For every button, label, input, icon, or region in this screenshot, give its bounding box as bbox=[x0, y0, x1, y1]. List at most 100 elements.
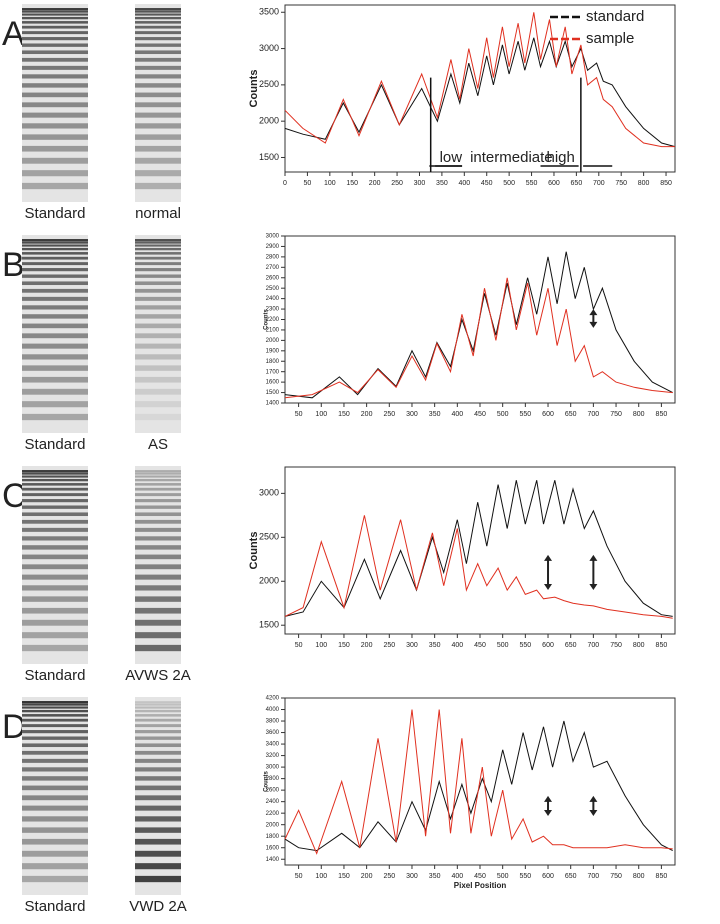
gel-band bbox=[135, 145, 181, 152]
gel-band bbox=[22, 182, 88, 190]
arrow-head bbox=[589, 309, 598, 316]
gel-band bbox=[22, 8, 88, 11]
gel-band bbox=[135, 388, 181, 395]
gel-band bbox=[135, 268, 181, 272]
series-line bbox=[284, 251, 673, 399]
y-tick-label: 2800 bbox=[266, 776, 280, 782]
x-tick-label: 450 bbox=[481, 180, 493, 187]
y-tick-label: 1500 bbox=[266, 390, 280, 396]
x-tick-label: 400 bbox=[451, 873, 463, 880]
y-tick-label: 2900 bbox=[266, 244, 280, 250]
x-tick-label: 500 bbox=[497, 873, 509, 880]
gel-band bbox=[22, 475, 88, 478]
gel-band bbox=[135, 554, 181, 560]
gel-band bbox=[135, 767, 181, 772]
x-tick-label: 450 bbox=[474, 411, 486, 418]
x-tick-label: 0 bbox=[283, 180, 287, 187]
x-tick-label: 200 bbox=[369, 180, 381, 187]
gel-band bbox=[22, 314, 88, 319]
y-tick-label: 3000 bbox=[266, 765, 280, 771]
gel-band bbox=[22, 333, 88, 339]
gel-band bbox=[135, 776, 181, 781]
gel-band bbox=[135, 244, 181, 247]
gel-band bbox=[22, 323, 88, 329]
arrow-head bbox=[589, 554, 598, 561]
gel-band bbox=[22, 157, 88, 164]
gel-band bbox=[22, 470, 88, 473]
gel-band bbox=[135, 730, 181, 734]
gel-band bbox=[135, 323, 181, 329]
gel-band bbox=[22, 703, 88, 706]
gel-band bbox=[135, 607, 181, 614]
gel-band bbox=[22, 241, 88, 244]
gel-band bbox=[135, 31, 181, 35]
x-tick-label: 650 bbox=[571, 180, 583, 187]
x-axis-label: Pixel Position bbox=[454, 881, 507, 890]
gel-band bbox=[135, 709, 181, 713]
gel-band bbox=[22, 607, 88, 614]
gel-band bbox=[135, 16, 181, 20]
y-tick-label: 3800 bbox=[266, 719, 280, 725]
y-tick-label: 2300 bbox=[266, 307, 280, 313]
series-line bbox=[284, 277, 673, 399]
x-tick-label: 450 bbox=[474, 642, 486, 649]
region-label: low bbox=[440, 149, 463, 166]
gel-band bbox=[22, 750, 88, 755]
y-axis-label: Counts bbox=[264, 771, 270, 792]
panel-letter: A bbox=[2, 15, 25, 53]
gel-band bbox=[22, 619, 88, 626]
gel-band bbox=[22, 365, 88, 371]
gel-band bbox=[135, 314, 181, 319]
x-tick-label: 800 bbox=[638, 180, 650, 187]
x-tick-label: 800 bbox=[633, 873, 645, 880]
x-tick-label: 250 bbox=[391, 180, 403, 187]
x-tick-label: 700 bbox=[593, 180, 605, 187]
x-tick-label: 50 bbox=[295, 411, 303, 418]
gel-band bbox=[135, 13, 181, 16]
gel-band bbox=[135, 701, 181, 703]
gel-band bbox=[135, 724, 181, 728]
x-tick-label: 250 bbox=[383, 873, 395, 880]
gel-band bbox=[135, 701, 181, 704]
y-tick-label: 2500 bbox=[266, 286, 280, 292]
x-tick-label: 150 bbox=[346, 180, 358, 187]
gel-band bbox=[135, 333, 181, 339]
arrow-head bbox=[589, 584, 598, 591]
gel-band bbox=[22, 25, 88, 29]
x-tick-label: 250 bbox=[383, 642, 395, 649]
gel-band bbox=[135, 805, 181, 811]
gel-band bbox=[22, 706, 88, 709]
gel-band bbox=[22, 244, 88, 247]
series-line bbox=[284, 480, 673, 617]
series-line bbox=[284, 37, 676, 148]
x-tick-label: 550 bbox=[520, 642, 532, 649]
gel-band bbox=[22, 92, 88, 98]
y-tick-label: 1400 bbox=[266, 401, 280, 407]
x-tick-label: 150 bbox=[338, 642, 350, 649]
x-tick-label: 500 bbox=[497, 411, 509, 418]
y-tick-label: 2500 bbox=[259, 532, 279, 542]
lane-label: Standard bbox=[25, 667, 86, 684]
gel-band bbox=[22, 252, 88, 255]
lane-label: normal bbox=[135, 205, 181, 222]
y-tick-label: 1800 bbox=[266, 359, 280, 365]
gel-band bbox=[22, 354, 88, 360]
gel-band bbox=[22, 145, 88, 152]
x-tick-label: 300 bbox=[414, 180, 426, 187]
gel-band bbox=[135, 470, 181, 472]
x-tick-label: 850 bbox=[660, 180, 672, 187]
x-tick-label: 550 bbox=[520, 873, 532, 880]
gel-band bbox=[22, 16, 88, 20]
x-tick-label: 650 bbox=[565, 642, 577, 649]
y-tick-label: 2200 bbox=[266, 811, 280, 817]
gel-band bbox=[22, 112, 88, 118]
gel-band bbox=[22, 545, 88, 550]
gel-band bbox=[22, 13, 88, 16]
gel-band bbox=[135, 483, 181, 486]
gel-band bbox=[135, 239, 181, 241]
gel-band bbox=[135, 619, 181, 626]
gel-band bbox=[22, 170, 88, 177]
arrow-head bbox=[544, 810, 553, 817]
gel-band bbox=[135, 57, 181, 62]
